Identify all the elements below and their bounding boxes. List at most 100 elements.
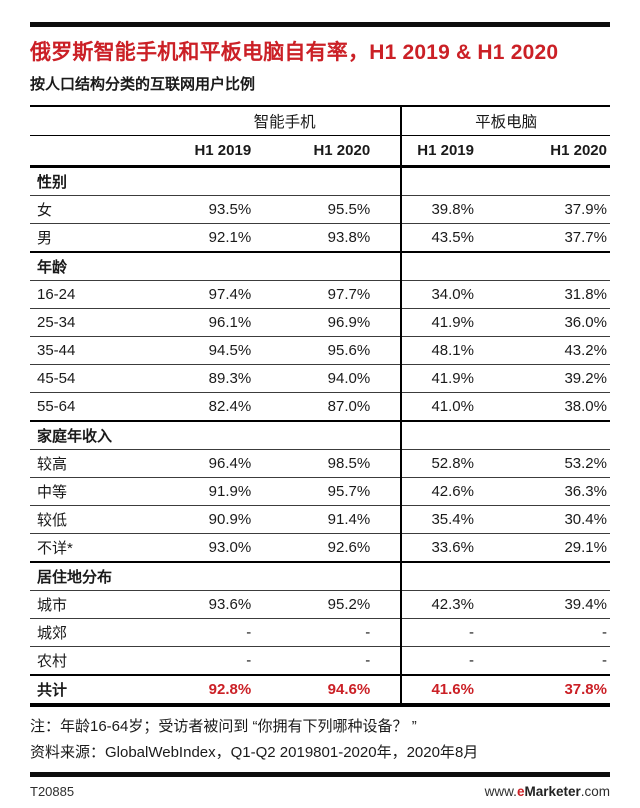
column-header-row: H1 2019 H1 2020 H1 2019 H1 2020	[30, 135, 610, 168]
section-row: 性别	[30, 166, 610, 196]
cell-tablet-h1-2020: 36.3%	[564, 483, 607, 500]
table-row: 较低 90.9% 91.4% 35.4% 30.4%	[30, 505, 610, 534]
row-label: 女	[37, 202, 53, 219]
table-row: 55-64 82.4% 87.0% 41.0% 38.0%	[30, 392, 610, 421]
table-row: 农村 - - - -	[30, 646, 610, 675]
cell-smartphone-h1-2020: 93.8%	[327, 229, 371, 246]
cell-smartphone-h1-2019: 96.1%	[208, 314, 252, 331]
cell-tablet-h1-2019: 34.0%	[400, 280, 494, 309]
footer: T20885 www.eMarketer.com	[30, 784, 610, 799]
cell-tablet-h1-2020: -	[602, 652, 607, 669]
corner-cell	[30, 135, 170, 168]
row-label: 中等	[37, 484, 68, 501]
site-e: e	[516, 784, 525, 799]
cell-smartphone-h1-2020: 91.4%	[327, 511, 371, 528]
cell-tablet-h1-2019: 39.8%	[400, 195, 494, 224]
cell-smartphone-h1-2020: -	[365, 652, 371, 669]
cell-tablet-h1-2019: 48.1%	[400, 336, 494, 365]
cell-tablet-h1-2020: 37.8%	[564, 681, 607, 698]
section-row: 家庭年收入	[30, 421, 610, 450]
table-row: 城市 93.6% 95.2% 42.3% 39.4%	[30, 590, 610, 619]
table-row: 较高 96.4% 98.5% 52.8% 53.2%	[30, 449, 610, 478]
cell-smartphone-h1-2020: -	[365, 624, 371, 641]
cell-tablet-h1-2019: 42.3%	[400, 590, 494, 619]
cell-tablet-h1-2020: 53.2%	[564, 455, 607, 472]
row-label: 城郊	[37, 625, 68, 642]
cell-tablet-h1-2020: 38.0%	[564, 398, 607, 415]
cell-tablet-h1-2019: -	[400, 618, 494, 647]
cell-tablet-h1-2019: 33.6%	[400, 533, 494, 562]
cell-tablet-h1-2019: 41.0%	[400, 392, 494, 421]
col-header-tablet-h1-2019: H1 2019	[400, 135, 494, 168]
note-line: 注：年龄16-64岁；受访者被问到 “你拥有下列哪种设备？ ”	[30, 718, 417, 735]
cell-tablet-h1-2019: 41.9%	[400, 308, 494, 337]
cell-tablet-h1-2020: -	[602, 624, 607, 641]
group-header-tablet: 平板电脑	[400, 106, 610, 136]
table-row: 中等 91.9% 95.7% 42.6% 36.3%	[30, 477, 610, 506]
section-spacer	[400, 166, 610, 196]
row-label: 男	[37, 230, 53, 247]
cell-smartphone-h1-2019: 90.9%	[208, 511, 252, 528]
section-spacer	[400, 421, 610, 450]
cell-smartphone-h1-2020: 94.6%	[327, 681, 371, 698]
top-rule	[30, 22, 610, 27]
table-header: 智能手机 平板电脑 H1 2019 H1 2020 H1 2019 H1 202…	[30, 106, 610, 168]
cell-smartphone-h1-2019: -	[246, 624, 252, 641]
corner-cell	[30, 106, 170, 136]
row-label: 农村	[37, 653, 68, 670]
section-spacer	[400, 252, 610, 281]
table-row: 25-34 96.1% 96.9% 41.9% 36.0%	[30, 308, 610, 337]
col-header-smartphone-h1-2020: H1 2020	[285, 135, 402, 168]
cell-tablet-h1-2019: 42.6%	[400, 477, 494, 506]
cell-smartphone-h1-2020: 87.0%	[327, 398, 371, 415]
section-spacer	[400, 562, 610, 591]
cell-smartphone-h1-2020: 97.7%	[327, 286, 371, 303]
row-label: 35-44	[37, 342, 76, 359]
table-row: 35-44 94.5% 95.6% 48.1% 43.2%	[30, 336, 610, 365]
table-row: 16-24 97.4% 97.7% 34.0% 31.8%	[30, 280, 610, 309]
col-header-tablet-h1-2020: H1 2020	[493, 135, 610, 168]
section-row: 居住地分布	[30, 562, 610, 591]
cell-smartphone-h1-2020: 95.6%	[327, 342, 371, 359]
table-body: 性别女 93.5% 95.5% 39.8% 37.9% 男 92.1% 93.8% 43.5% 3…	[30, 166, 610, 705]
table-row: 45-54 89.3% 94.0% 41.9% 39.2%	[30, 364, 610, 393]
row-label: 不详*	[37, 540, 73, 557]
cell-tablet-h1-2019: -	[400, 646, 494, 675]
cell-tablet-h1-2020: 30.4%	[564, 511, 607, 528]
source-line: 资料来源：GlobalWebIndex，Q1-Q2 2019801-2020年，…	[30, 744, 479, 761]
page-title: 俄罗斯智能手机和平板电脑自有率，H1 2019 & H1 2020	[30, 41, 559, 64]
cell-tablet-h1-2019: 52.8%	[400, 449, 494, 478]
emarketer-link[interactable]: www.eMarketer.com	[485, 784, 610, 799]
cell-smartphone-h1-2020: 98.5%	[327, 455, 371, 472]
cell-smartphone-h1-2020: 95.2%	[327, 596, 371, 613]
cell-smartphone-h1-2019: 97.4%	[208, 286, 252, 303]
chart-id: T20885	[30, 784, 75, 799]
row-label: 55-64	[37, 398, 76, 415]
cell-tablet-h1-2020: 43.2%	[564, 342, 607, 359]
section-row: 年龄	[30, 252, 610, 281]
cell-smartphone-h1-2019: -	[246, 652, 252, 669]
cell-smartphone-h1-2019: 93.6%	[208, 596, 252, 613]
table-row: 城郊 - - - -	[30, 618, 610, 647]
cell-tablet-h1-2020: 29.1%	[564, 539, 607, 556]
cell-smartphone-h1-2020: 92.6%	[327, 539, 371, 556]
section-label: 年龄	[37, 259, 68, 276]
section-label: 家庭年收入	[37, 428, 113, 445]
cell-tablet-h1-2019: 43.5%	[400, 223, 494, 252]
col-header-smartphone-h1-2019: H1 2019	[169, 135, 286, 168]
site-prefix: www.	[484, 784, 517, 799]
group-header-smartphone: 智能手机	[169, 106, 402, 136]
cell-smartphone-h1-2019: 91.9%	[208, 483, 252, 500]
cell-tablet-h1-2019: 41.6%	[400, 675, 494, 705]
cell-tablet-h1-2020: 36.0%	[564, 314, 607, 331]
section-label: 性别	[37, 174, 68, 191]
cell-smartphone-h1-2019: 94.5%	[208, 342, 252, 359]
cell-smartphone-h1-2020: 96.9%	[327, 314, 371, 331]
cell-tablet-h1-2020: 37.9%	[564, 201, 607, 218]
cell-smartphone-h1-2020: 94.0%	[327, 370, 371, 387]
row-label: 较高	[37, 456, 68, 473]
cell-tablet-h1-2020: 39.4%	[564, 596, 607, 613]
row-label: 25-34	[37, 314, 76, 331]
cell-smartphone-h1-2019: 82.4%	[208, 398, 252, 415]
